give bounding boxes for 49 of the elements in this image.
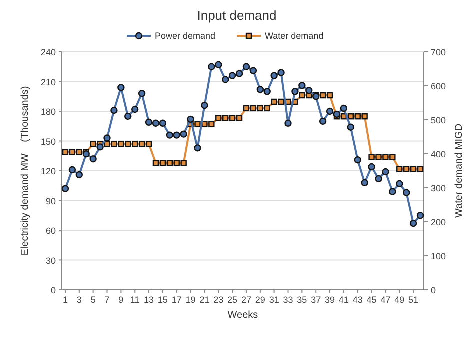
x-tick-label: 51	[408, 295, 419, 305]
chart-title: Input demand	[197, 8, 277, 23]
x-tick-label: 21	[200, 295, 210, 305]
x-tick-label: 11	[130, 295, 140, 305]
legend-label: Power demand	[155, 31, 216, 41]
x-tick-label: 3	[76, 295, 82, 305]
x-tick-label: 9	[118, 295, 124, 305]
x-tick-label: 7	[104, 295, 110, 305]
y-tick-label: 30	[46, 256, 56, 266]
x-axis-title: Weeks	[228, 310, 258, 321]
y2-axis-title: Water demand MIGD	[454, 124, 465, 218]
y-axis-title: Electricity demand MW (Thousands)	[20, 86, 31, 256]
x-tick-label: 5	[90, 295, 96, 305]
y2-tick-label: 100	[431, 252, 446, 262]
y-tick-label: 0	[50, 286, 56, 296]
x-tick-label: 31	[269, 295, 280, 305]
x-tick-label: 49	[394, 295, 405, 305]
y-tick-label: 120	[40, 166, 56, 176]
y2-tick-label: 0	[431, 286, 436, 296]
x-tick-label: 17	[172, 295, 182, 305]
y-tick-label: 210	[40, 77, 56, 88]
x-tick-label: 35	[297, 295, 308, 305]
y-tick-label: 90	[46, 196, 56, 206]
x-tick-label: 39	[325, 295, 336, 305]
y2-tick-label: 400	[431, 150, 446, 160]
x-tick-label: 1	[62, 295, 68, 305]
y-tick-label: 180	[40, 107, 56, 117]
x-tick-label: 15	[158, 295, 168, 305]
y2-tick-label: 500	[431, 116, 446, 126]
y-tick-label: 240	[40, 48, 56, 58]
y2-tick-label: 600	[431, 82, 446, 92]
x-tick-label: 41	[338, 295, 349, 305]
x-tick-label: 13	[144, 295, 154, 305]
y2-tick-label: 700	[431, 48, 446, 58]
y2-tick-label: 200	[431, 218, 446, 228]
x-tick-label: 43	[352, 295, 363, 305]
y-tick-label: 150	[40, 136, 56, 147]
y-tick-label: 60	[46, 226, 56, 236]
x-tick-label: 45	[366, 295, 377, 305]
x-tick-label: 19	[186, 295, 196, 305]
x-tick-label: 23	[214, 295, 224, 305]
x-tick-label: 29	[255, 295, 266, 305]
x-tick-label: 47	[380, 295, 391, 305]
x-tick-label: 27	[241, 295, 252, 305]
x-tick-label: 37	[311, 295, 322, 305]
legend-label: Water demand	[265, 31, 324, 41]
x-tick-label: 25	[228, 295, 238, 305]
y2-tick-label: 300	[431, 184, 446, 194]
x-tick-label: 33	[283, 295, 294, 305]
